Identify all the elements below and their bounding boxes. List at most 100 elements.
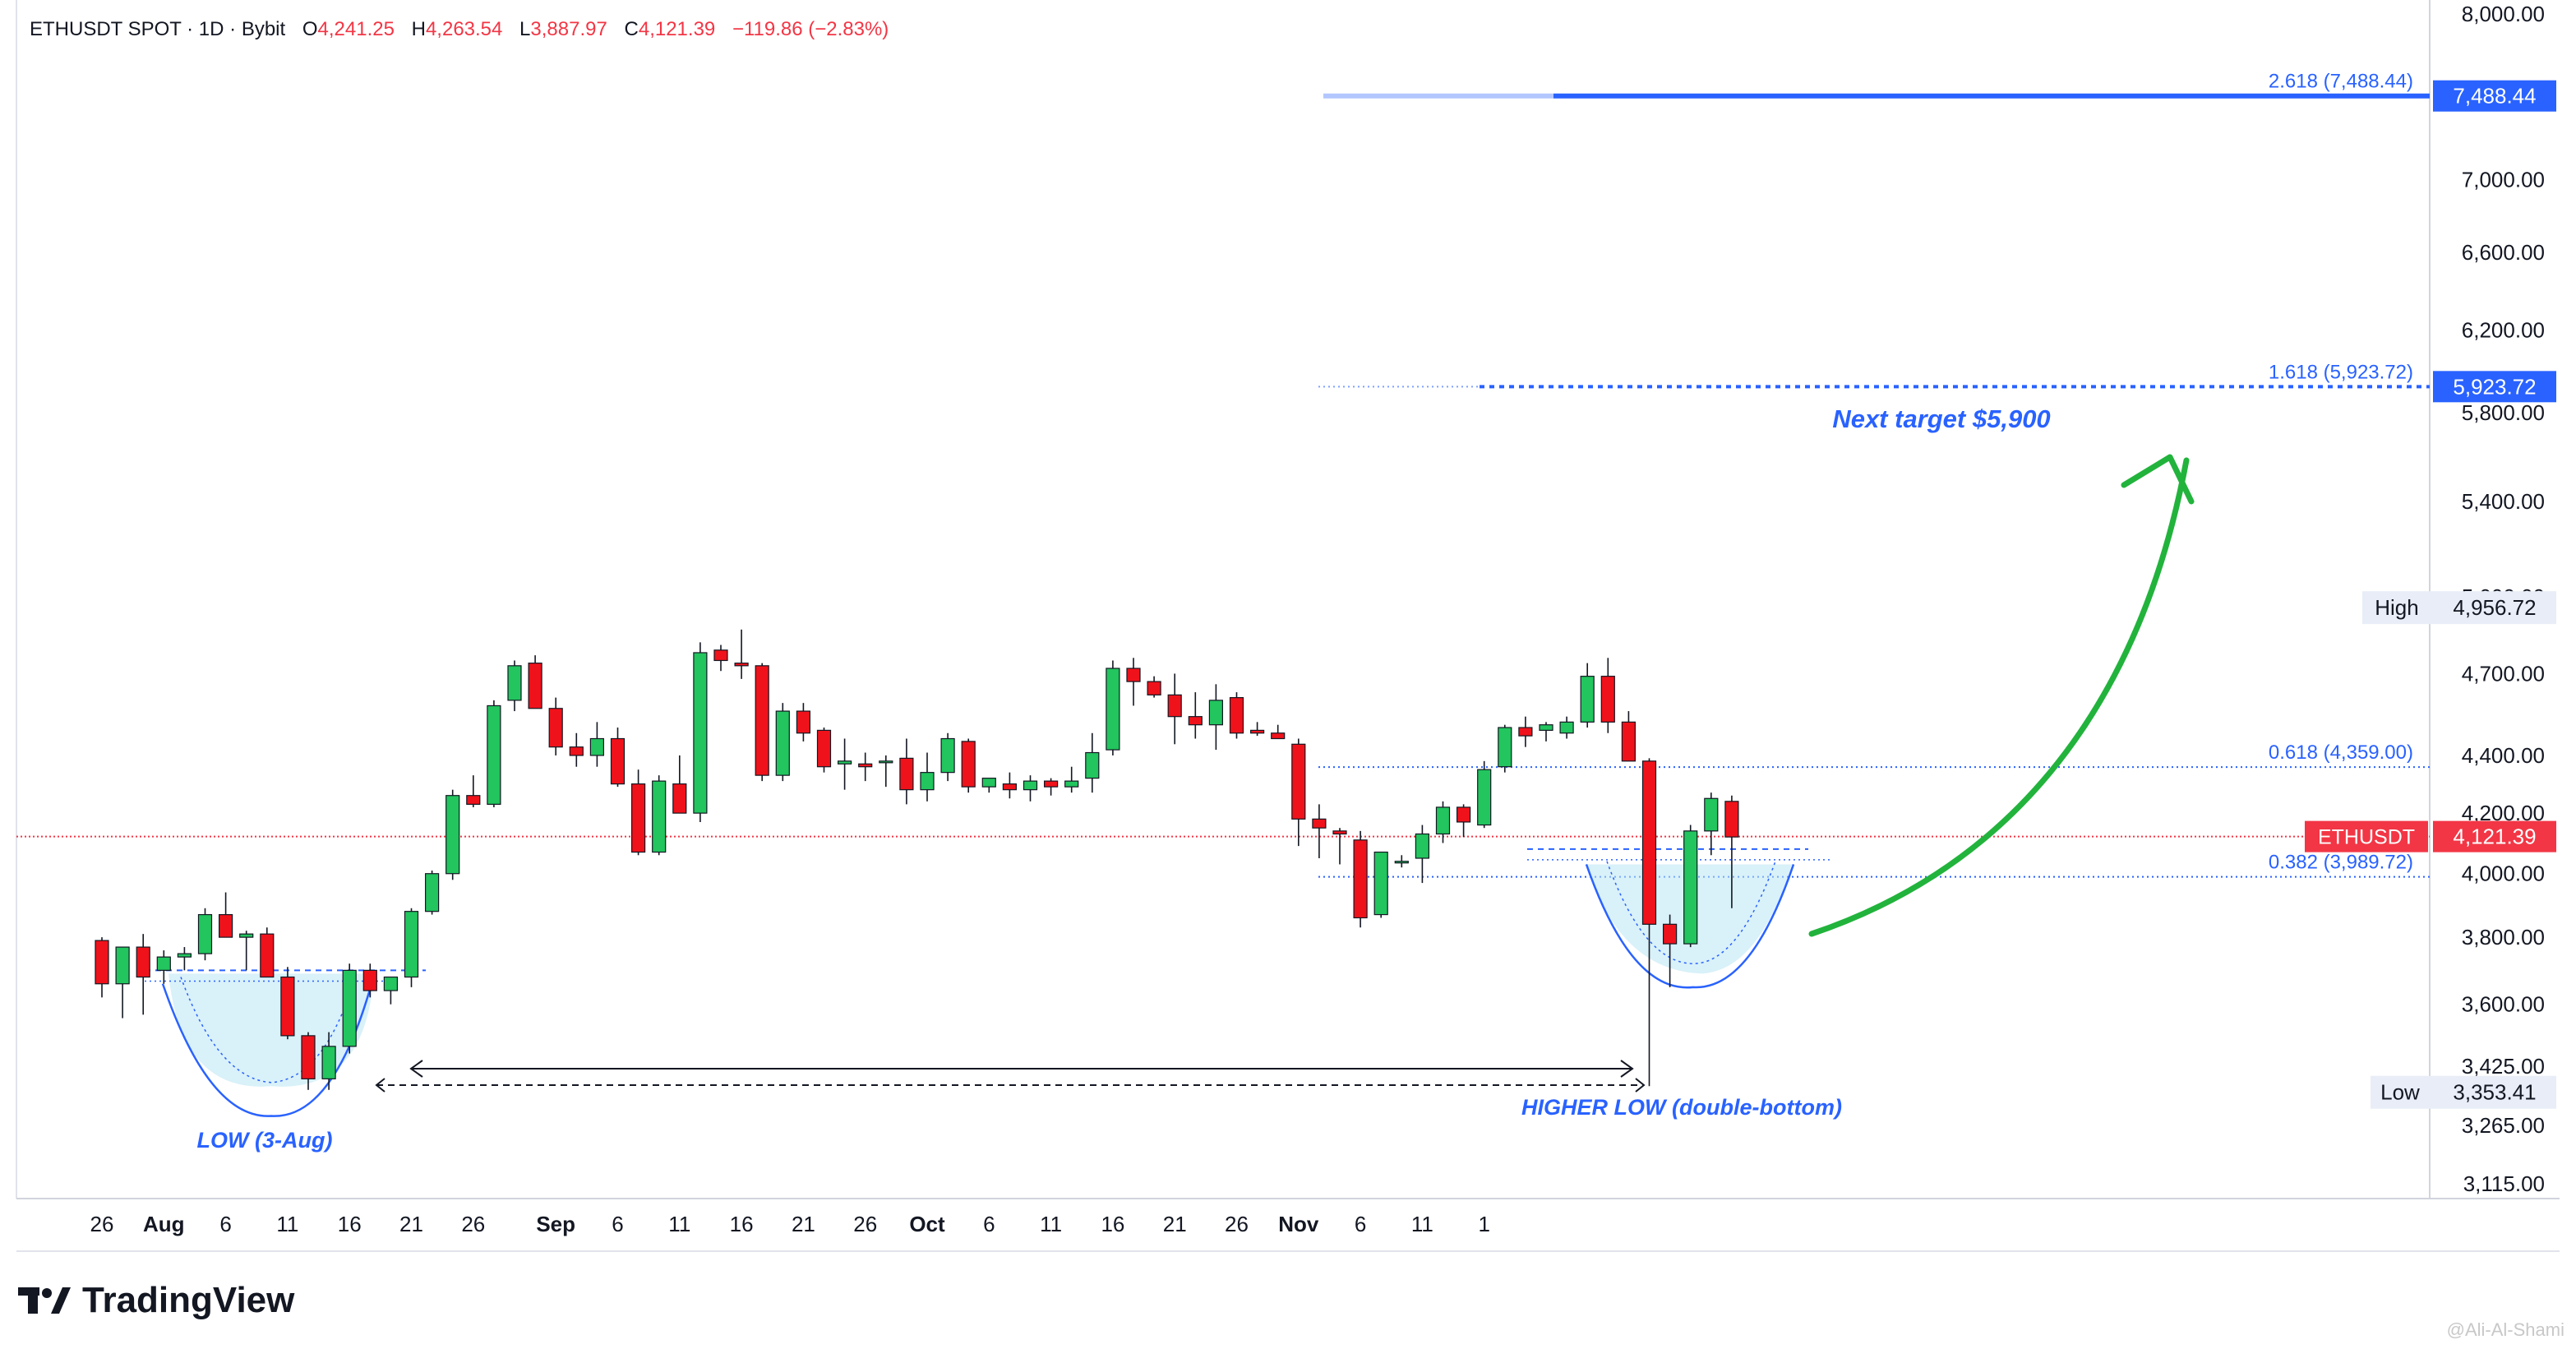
annotation-low-aug: LOW (3-Aug) <box>197 1128 333 1153</box>
time-tick-label: 6 <box>983 1212 995 1236</box>
candle <box>1188 692 1203 739</box>
candle-body <box>156 956 171 971</box>
time-tick-label: 21 <box>792 1212 815 1236</box>
candle <box>755 663 769 782</box>
candle <box>1394 855 1409 868</box>
time-tick-label: 6 <box>612 1212 623 1236</box>
candle-body <box>548 708 563 748</box>
change-value: −119.86 (−2.83%) <box>732 18 889 40</box>
time-tick-label: Sep <box>536 1212 575 1236</box>
candle-body <box>1662 923 1678 945</box>
high-label: H <box>411 18 426 40</box>
candle <box>879 755 893 788</box>
candle <box>1641 758 1657 1087</box>
candle <box>1498 724 1512 773</box>
candle <box>95 937 109 998</box>
candle-body <box>1621 721 1637 762</box>
time-tick-label: 26 <box>1225 1212 1249 1236</box>
aug-bowl-curve <box>161 983 373 1117</box>
candle <box>920 752 935 802</box>
fib-price-tag <box>2433 371 2556 403</box>
candle <box>652 775 667 856</box>
candle <box>156 950 171 984</box>
candle-body <box>1249 729 1265 734</box>
candle-body <box>755 665 769 776</box>
candle-body <box>816 729 832 768</box>
candle-body <box>652 780 667 853</box>
candle-body <box>528 663 542 709</box>
candle-body <box>775 710 790 776</box>
price-tick-label: 5,400.00 <box>2462 489 2545 514</box>
candle-body <box>981 778 996 788</box>
candle <box>1683 825 1698 948</box>
tradingview-logo[interactable]: TradingView <box>18 1279 294 1322</box>
candle-body <box>713 649 728 662</box>
symbol-price-tag <box>2305 820 2428 852</box>
candle <box>1456 804 1471 838</box>
candle <box>528 655 542 709</box>
candle <box>1539 722 1553 741</box>
candle-body <box>1704 797 1719 832</box>
candle <box>837 738 852 790</box>
candle-body <box>424 873 440 912</box>
candle-body <box>1456 806 1471 823</box>
candle-body <box>569 746 584 756</box>
candle-body <box>1126 668 1141 682</box>
candle-body <box>445 795 460 875</box>
symbol-price-tag-text: ETHUSDT <box>2318 826 2415 849</box>
price-tick-label: 6,600.00 <box>2462 240 2545 265</box>
candle-body <box>589 737 605 756</box>
candle <box>816 728 832 773</box>
candle-body <box>280 976 295 1037</box>
fib-level-label: 0.618 (4,359.00) <box>2269 741 2413 764</box>
time-tick-label: 21 <box>399 1212 423 1236</box>
candle <box>1332 828 1347 865</box>
candle-body <box>1435 806 1451 835</box>
candle <box>362 963 377 998</box>
candle <box>1477 760 1492 829</box>
close-value: 4,121.39 <box>638 18 716 40</box>
candle-body <box>136 946 150 978</box>
candle-body <box>1394 861 1409 864</box>
candle-body <box>362 969 377 991</box>
candle-body <box>734 663 749 667</box>
time-tick-label: 11 <box>668 1212 690 1236</box>
candle <box>1106 660 1120 755</box>
price-tick-label: 4,700.00 <box>2462 661 2545 686</box>
candle <box>1724 795 1739 908</box>
time-tick-label: 1 <box>1478 1212 1489 1236</box>
candle-body <box>940 737 955 774</box>
candle-body <box>1580 676 1595 723</box>
price-tick-label: 6,200.00 <box>2462 318 2545 343</box>
price-tick-label: 3,115.00 <box>2463 1171 2545 1196</box>
time-tick-label: 26 <box>90 1212 114 1236</box>
candle-body <box>301 1035 316 1079</box>
candle-body <box>961 741 976 788</box>
candle <box>1580 663 1595 728</box>
fib-level-label: 0.382 (3,989.72) <box>2269 852 2413 874</box>
candle <box>342 963 357 1054</box>
candle <box>1415 825 1430 884</box>
time-tick-label: 6 <box>1355 1212 1366 1236</box>
fib-levels: 2.618 (7,488.44) 7,488.44 1.618 (5,923.72)… <box>1318 71 2556 878</box>
candle-body <box>796 710 811 734</box>
author-watermark: @Ali-Al-Shami <box>2446 1319 2564 1340</box>
candle <box>1064 766 1079 793</box>
symbol-info[interactable]: ETHUSDT SPOT · 1D · Bybit <box>30 18 286 40</box>
oct-bowl-inner <box>1606 861 1776 964</box>
low-marker-bg <box>2371 1075 2556 1109</box>
candle-body <box>95 940 109 985</box>
candle-body <box>1188 716 1203 726</box>
candle <box>1704 792 1719 856</box>
close-label: C <box>624 18 639 40</box>
candle <box>1600 658 1615 733</box>
candle-body <box>672 783 687 814</box>
range-arrows <box>375 1060 1646 1093</box>
fib-price-tag-text: 7,488.44 <box>2453 84 2536 109</box>
candle-body <box>383 976 398 991</box>
high-marker-value: 4,956.72 <box>2453 595 2536 620</box>
candle-body <box>858 763 873 768</box>
price-tick-label: 4,400.00 <box>2462 743 2545 768</box>
candle-body <box>507 665 522 701</box>
